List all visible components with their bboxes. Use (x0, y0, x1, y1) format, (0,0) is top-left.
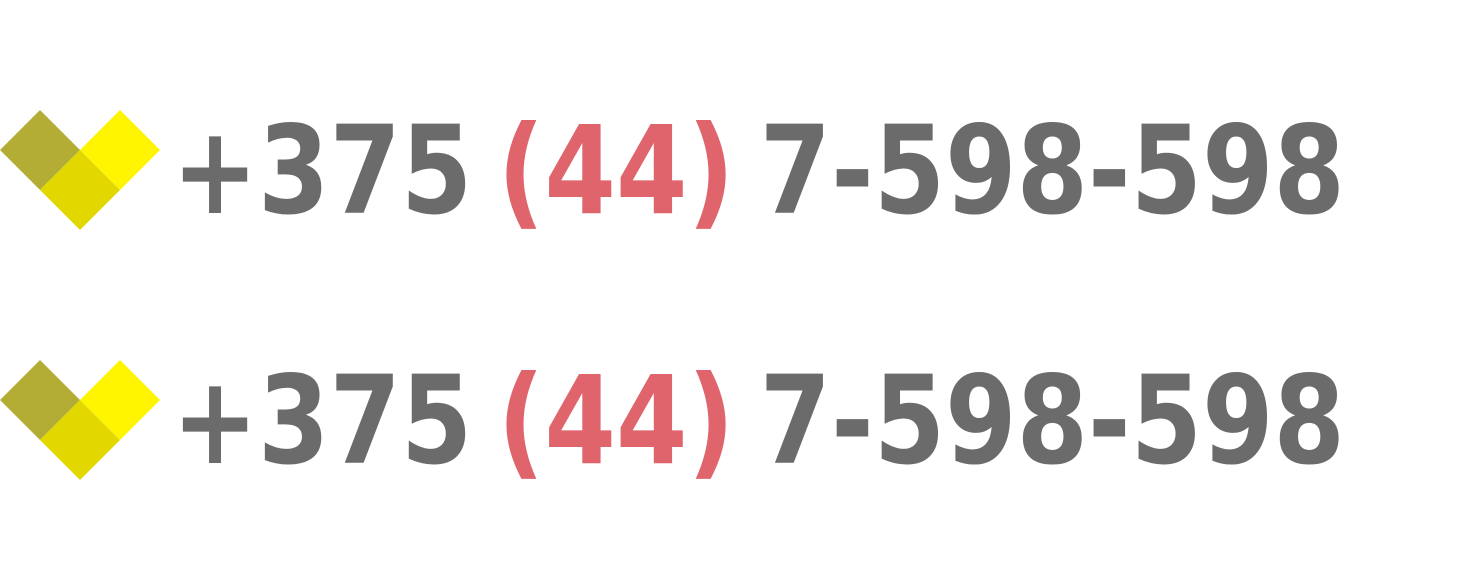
phone-number[interactable]: +375(44)7-598-598 (172, 100, 1345, 242)
logo-icon (0, 110, 160, 230)
phone-code: (44) (498, 350, 735, 492)
phone-number[interactable]: +375(44)7-598-598 (172, 350, 1345, 492)
phone-row: +375(44)7-598-598 (0, 100, 1345, 242)
phone-row: +375(44)7-598-598 (0, 350, 1345, 492)
phone-local: 7-598-598 (760, 350, 1345, 492)
logo-icon (0, 360, 160, 480)
phone-prefix: +375 (172, 350, 472, 492)
phone-code: (44) (498, 100, 735, 242)
phone-local: 7-598-598 (760, 100, 1345, 242)
phone-prefix: +375 (172, 100, 472, 242)
